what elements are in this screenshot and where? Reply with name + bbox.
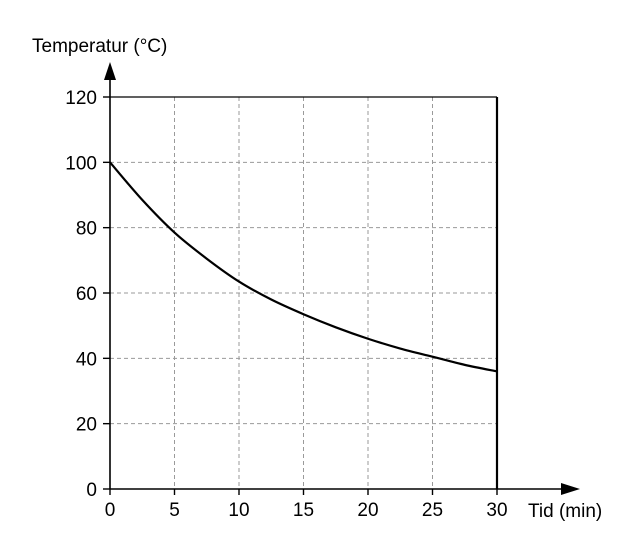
axes bbox=[104, 62, 580, 495]
y-tick-label: 60 bbox=[76, 284, 97, 305]
x-tick-label: 30 bbox=[486, 500, 507, 521]
ticks: 0 20 40 60 80 100 120 0 5 10 15 20 25 30 bbox=[65, 88, 507, 521]
y-tick-label: 80 bbox=[76, 219, 97, 240]
y-tick-label: 40 bbox=[76, 349, 97, 370]
grid bbox=[110, 96, 497, 489]
series bbox=[109, 161, 498, 373]
x-tick-label: 0 bbox=[105, 500, 116, 521]
x-tick-label: 10 bbox=[228, 500, 249, 521]
x-tick-label: 25 bbox=[422, 500, 443, 521]
series-line bbox=[109, 161, 498, 373]
y-tick-label: 20 bbox=[76, 415, 97, 436]
y-axis-arrow bbox=[104, 62, 116, 80]
x-tick-label: 20 bbox=[357, 500, 378, 521]
y-axis-label: Temperatur (°C) bbox=[32, 36, 167, 57]
x-tick-label: 15 bbox=[293, 500, 314, 521]
y-tick-label: 120 bbox=[65, 88, 97, 109]
x-tick-label: 5 bbox=[169, 500, 180, 521]
y-tick-label: 100 bbox=[65, 153, 97, 174]
x-axis-label: Tid (min) bbox=[528, 501, 602, 522]
x-axis-arrow bbox=[561, 483, 580, 495]
y-tick-label: 0 bbox=[86, 480, 97, 501]
